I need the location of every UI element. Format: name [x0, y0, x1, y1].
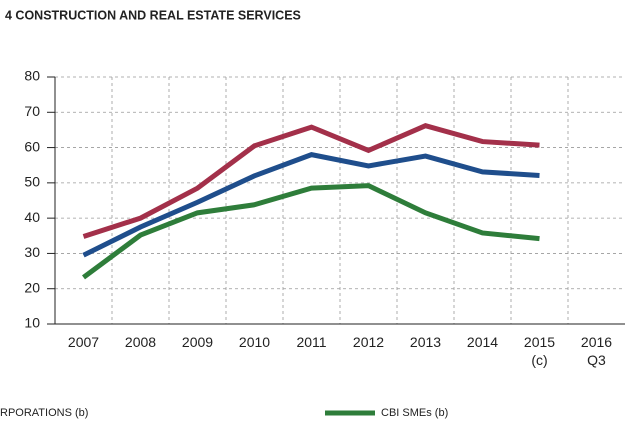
x-tick-label: 2016 Q3	[580, 334, 613, 368]
series-line	[82, 183, 540, 280]
legend-label: RPORATIONS (b)	[0, 407, 88, 419]
legend-label: CBI SMEs (b)	[381, 407, 448, 419]
chart-title: 4 CONSTRUCTION AND REAL ESTATE SERVICES	[5, 8, 301, 22]
y-tick-label: 40	[24, 209, 40, 225]
y-tick-label: 20	[24, 279, 40, 295]
x-tick-label: 2011	[296, 334, 327, 350]
y-tick-label: 50	[24, 174, 40, 190]
x-tick-label: 2012	[352, 334, 385, 350]
x-tick-label: 2015 (c)	[523, 334, 556, 368]
x-tick-label: 2010	[238, 334, 271, 350]
x-tick-label: 2008	[124, 334, 157, 350]
x-tick-label: 2014	[466, 334, 499, 350]
x-tick-label: 2007	[67, 334, 100, 350]
y-tick-label: 80	[24, 68, 40, 84]
series-line	[82, 152, 540, 258]
x-tick-label: 2013	[409, 334, 442, 350]
x-tick-label: 2009	[181, 334, 214, 350]
y-tick-label: 30	[24, 244, 40, 260]
y-tick-label: 60	[24, 138, 40, 154]
y-tick-label: 10	[24, 315, 40, 331]
y-tick-label: 70	[24, 103, 40, 119]
series-line	[82, 123, 540, 239]
